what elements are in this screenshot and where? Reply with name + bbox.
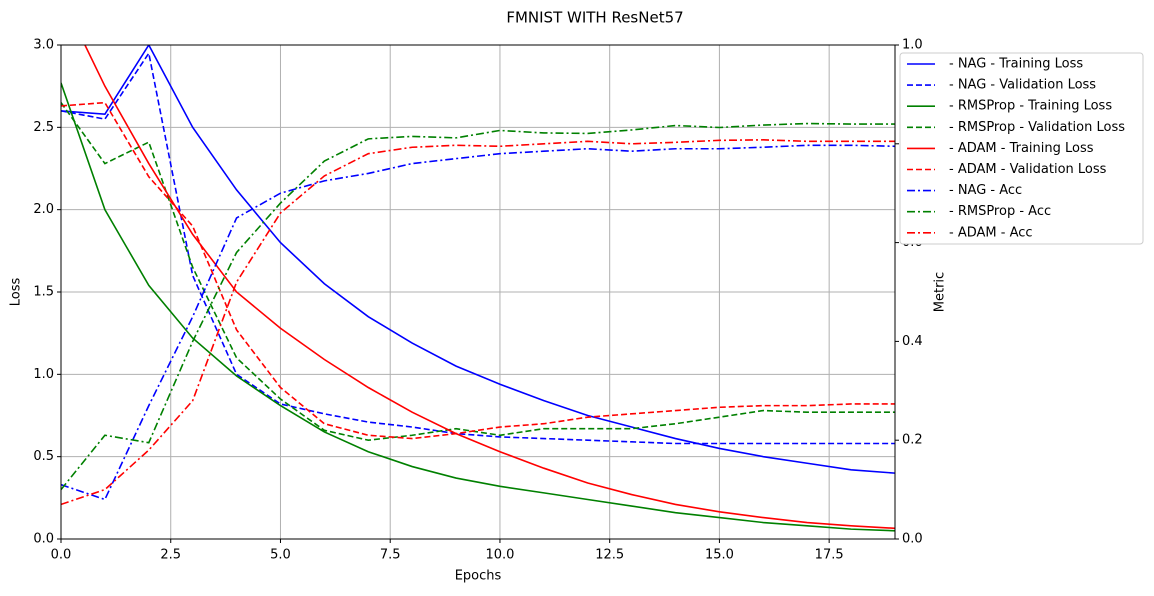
y-tick-label: 3.0 [33,38,54,53]
legend-label: - NAG - Validation Loss [949,78,1096,93]
x-tick-label: 17.5 [815,548,844,563]
x-tick-label: 5.0 [270,548,291,563]
y-tick-label: 0.5 [33,449,54,464]
legend-label: - RMSProp - Training Loss [949,99,1112,114]
x-tick-label: 10.0 [485,548,514,563]
series-line [61,45,895,474]
legend-label: - NAG - Acc [949,183,1022,198]
y-tick-label: 2.5 [33,120,54,135]
series-line [61,102,895,442]
y-tick-label: 2.0 [33,202,54,217]
plot-area [61,45,895,532]
legend: - NAG - Training Loss - NAG - Validation … [899,52,1144,245]
grid [60,44,895,540]
series-line [61,139,895,506]
axes: 0.0 2.5 5.0 7.5 10.0 12.5 15.0 17.5 0.0 0.5 1.0 1.5… [33,38,922,563]
x-tick-label: 7.5 [380,548,401,563]
y2-tick-label: 1.0 [902,38,923,53]
y-axis-label: Loss [9,278,24,307]
series-line [61,101,895,440]
legend-label: - NAG - Training Loss [949,57,1083,72]
y2-tick-label: 0.2 [902,433,923,448]
y2-tick-label: 0.4 [902,334,923,349]
chart-title: FMNIST WITH ResNet57 [506,9,683,27]
series-line [61,144,895,501]
y-tick-label: 0.0 [33,532,54,547]
legend-label: - ADAM - Acc [949,225,1033,240]
x-tick-label: 0.0 [51,548,72,563]
x-tick-label: 15.0 [705,548,734,563]
legend-label: - RMSProp - Validation Loss [949,120,1125,135]
legend-label: - ADAM - Training Loss [949,141,1094,156]
y-tick-label: 1.5 [33,285,54,300]
x-tick-label: 12.5 [595,548,624,563]
legend-label: - ADAM - Validation Loss [949,162,1107,177]
legend-label: - RMSProp - Acc [949,204,1051,219]
series-line [61,82,895,532]
y-tick-label: 1.0 [33,367,54,382]
y2-axis-label: Metric [933,272,948,312]
y2-tick-label: 0.0 [902,532,923,547]
x-tick-label: 2.5 [160,548,181,563]
series-line [61,122,895,491]
x-axis-label: Epochs [455,569,502,584]
series-line [84,45,895,530]
series-line [61,51,895,445]
legend-box [899,52,1144,245]
